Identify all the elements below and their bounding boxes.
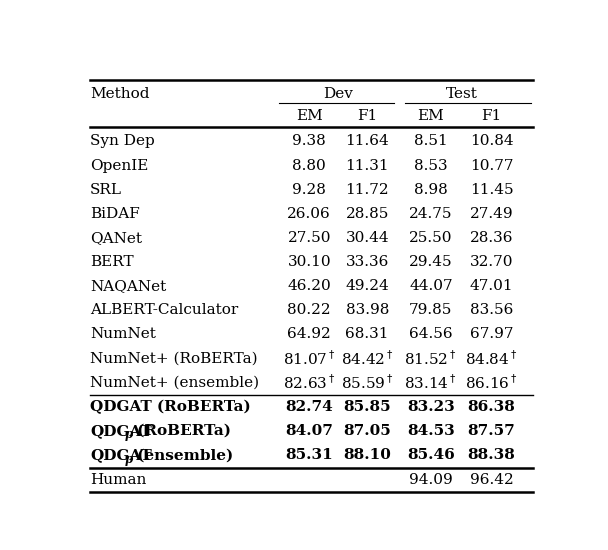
Text: 64.92: 64.92 [288, 327, 331, 342]
Text: BERT: BERT [90, 255, 134, 269]
Text: 46.20: 46.20 [288, 279, 331, 293]
Text: 25.50: 25.50 [409, 231, 452, 245]
Text: F1: F1 [357, 108, 378, 123]
Text: EM: EM [418, 108, 444, 123]
Text: NumNet+ (RoBERTa): NumNet+ (RoBERTa) [90, 351, 258, 366]
Text: 83.23: 83.23 [407, 400, 455, 414]
Text: 11.31: 11.31 [345, 158, 389, 173]
Text: 80.22: 80.22 [288, 304, 331, 317]
Text: 27.50: 27.50 [288, 231, 331, 245]
Text: NAQANet: NAQANet [90, 279, 167, 293]
Text: OpenIE: OpenIE [90, 158, 148, 173]
Text: 8.80: 8.80 [292, 158, 326, 173]
Text: EM: EM [296, 108, 323, 123]
Text: 84.84$^\dagger$: 84.84$^\dagger$ [465, 349, 518, 368]
Text: 9.28: 9.28 [292, 183, 326, 197]
Text: 84.07: 84.07 [285, 424, 333, 438]
Text: 9.38: 9.38 [292, 134, 326, 148]
Text: p: p [125, 428, 133, 441]
Text: (ensemble): (ensemble) [131, 448, 233, 462]
Text: 79.85: 79.85 [409, 304, 452, 317]
Text: SRL: SRL [90, 183, 122, 197]
Text: 81.52$^\dagger$: 81.52$^\dagger$ [404, 349, 457, 368]
Text: 84.42$^\dagger$: 84.42$^\dagger$ [340, 349, 393, 368]
Text: 88.38: 88.38 [468, 448, 516, 462]
Text: 68.31: 68.31 [345, 327, 389, 342]
Text: 10.77: 10.77 [470, 158, 513, 173]
Text: 88.10: 88.10 [344, 448, 391, 462]
Text: NumNet+ (ensemble): NumNet+ (ensemble) [90, 376, 259, 390]
Text: Human: Human [90, 473, 147, 487]
Text: 11.64: 11.64 [345, 134, 389, 148]
Text: 26.06: 26.06 [288, 207, 331, 221]
Text: 8.51: 8.51 [414, 134, 447, 148]
Text: 27.49: 27.49 [470, 207, 513, 221]
Text: QDGAT: QDGAT [90, 424, 152, 438]
Text: 84.53: 84.53 [407, 424, 455, 438]
Text: 44.07: 44.07 [409, 279, 452, 293]
Text: 10.84: 10.84 [470, 134, 513, 148]
Text: 86.38: 86.38 [468, 400, 516, 414]
Text: 30.10: 30.10 [288, 255, 331, 269]
Text: (RoBERTa): (RoBERTa) [131, 424, 230, 438]
Text: 29.45: 29.45 [409, 255, 452, 269]
Text: 32.70: 32.70 [470, 255, 513, 269]
Text: 87.05: 87.05 [344, 424, 391, 438]
Text: 33.36: 33.36 [345, 255, 389, 269]
Text: 85.31: 85.31 [285, 448, 333, 462]
Text: 83.56: 83.56 [470, 304, 513, 317]
Text: 8.53: 8.53 [414, 158, 447, 173]
Text: 82.74: 82.74 [285, 400, 333, 414]
Text: F1: F1 [482, 108, 502, 123]
Text: QDGAT (RoBERTa): QDGAT (RoBERTa) [90, 400, 251, 414]
Text: 83.14$^\dagger$: 83.14$^\dagger$ [404, 373, 457, 392]
Text: 8.98: 8.98 [414, 183, 447, 197]
Text: NumNet: NumNet [90, 327, 156, 342]
Text: 24.75: 24.75 [409, 207, 452, 221]
Text: 83.98: 83.98 [345, 304, 389, 317]
Text: 87.57: 87.57 [468, 424, 516, 438]
Text: 85.46: 85.46 [407, 448, 455, 462]
Text: ALBERT-Calculator: ALBERT-Calculator [90, 304, 238, 317]
Text: 85.59$^\dagger$: 85.59$^\dagger$ [341, 373, 393, 392]
Text: QDGAT: QDGAT [90, 448, 152, 462]
Text: 30.44: 30.44 [345, 231, 389, 245]
Text: Method: Method [90, 86, 150, 101]
Text: 28.85: 28.85 [345, 207, 389, 221]
Text: 11.72: 11.72 [345, 183, 389, 197]
Text: 49.24: 49.24 [345, 279, 389, 293]
Text: Test: Test [446, 86, 477, 101]
Text: 64.56: 64.56 [409, 327, 452, 342]
Text: 86.16$^\dagger$: 86.16$^\dagger$ [465, 373, 518, 392]
Text: BiDAF: BiDAF [90, 207, 140, 221]
Text: Syn Dep: Syn Dep [90, 134, 155, 148]
Text: 96.42: 96.42 [470, 473, 514, 487]
Text: 85.85: 85.85 [344, 400, 391, 414]
Text: 28.36: 28.36 [470, 231, 513, 245]
Text: 11.45: 11.45 [470, 183, 513, 197]
Text: 81.07$^\dagger$: 81.07$^\dagger$ [283, 349, 336, 368]
Text: 94.09: 94.09 [409, 473, 453, 487]
Text: Dev: Dev [323, 86, 353, 101]
Text: 47.01: 47.01 [470, 279, 513, 293]
Text: 67.97: 67.97 [470, 327, 513, 342]
Text: p: p [125, 453, 133, 465]
Text: 82.63$^\dagger$: 82.63$^\dagger$ [283, 373, 336, 392]
Text: QANet: QANet [90, 231, 142, 245]
